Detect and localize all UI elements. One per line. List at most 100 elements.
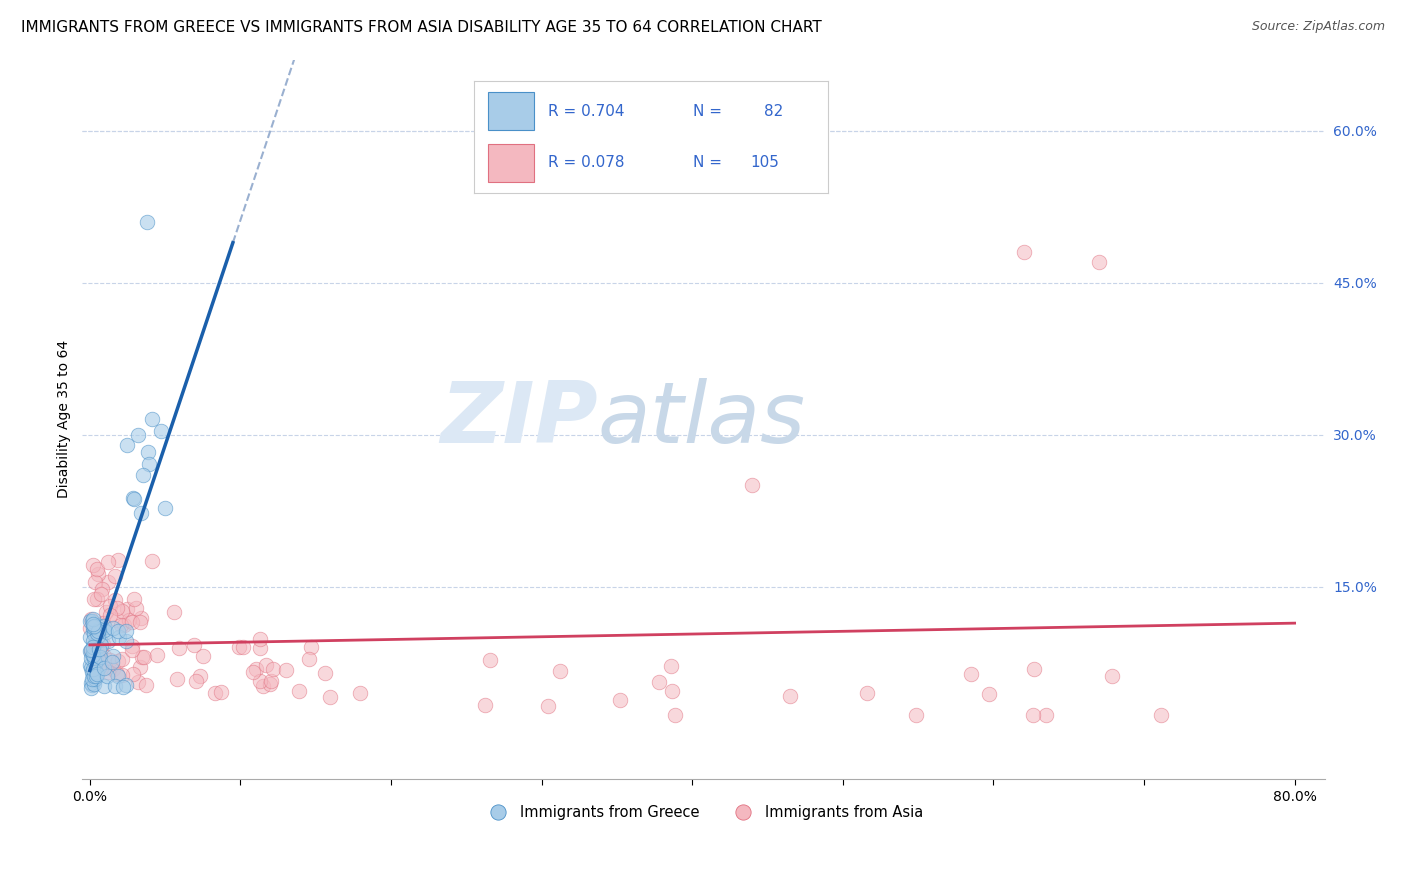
Point [107, 669, 129, 683]
Point [87, 624, 110, 639]
Point [661, 684, 683, 698]
Point [150, 424, 173, 438]
Point [79, 630, 101, 644]
Point [86, 645, 108, 659]
Point [82, 612, 104, 626]
Point [82, 669, 104, 683]
Point [86, 623, 108, 637]
Point [104, 679, 127, 693]
Text: ZIP: ZIP [440, 378, 598, 461]
Point [82, 616, 104, 631]
Point [105, 613, 128, 627]
Point [129, 611, 152, 625]
Point [122, 491, 145, 505]
Point [80, 661, 103, 675]
Point [105, 601, 128, 615]
Point [105, 667, 128, 681]
Point [96, 669, 118, 683]
Point [97, 555, 120, 569]
Point [274, 663, 297, 677]
Point [97, 665, 120, 679]
Point [110, 617, 132, 632]
Point [80, 648, 103, 663]
Point [97, 575, 120, 590]
Point [83, 639, 105, 653]
Point [87, 659, 110, 673]
Point [84, 664, 107, 678]
Point [121, 615, 143, 629]
Point [90, 638, 112, 652]
Point [548, 664, 571, 678]
Point [129, 660, 152, 674]
Point [1022, 707, 1045, 722]
Point [474, 698, 496, 713]
Point [131, 650, 153, 665]
Point [80, 681, 103, 695]
Point [93, 661, 115, 675]
Point [121, 642, 143, 657]
Point [905, 708, 928, 723]
Point [91, 615, 114, 630]
Point [84, 575, 107, 590]
Point [191, 648, 214, 663]
Point [259, 676, 281, 690]
Point [90, 587, 112, 601]
Point [87, 662, 110, 676]
Point [84, 672, 107, 686]
Point [107, 624, 129, 638]
Point [80, 614, 103, 628]
Point [132, 468, 155, 483]
Point [94, 624, 117, 639]
Point [960, 666, 983, 681]
Point [1035, 707, 1057, 722]
Point [80, 643, 103, 657]
Point [186, 673, 208, 688]
Point [1150, 708, 1173, 723]
Point [91, 582, 114, 596]
Point [115, 633, 138, 648]
Point [86, 651, 108, 665]
Point [262, 662, 284, 676]
Point [93, 649, 115, 664]
Point [82, 558, 104, 572]
Point [977, 687, 1000, 701]
Point [167, 640, 190, 655]
Point [79, 621, 101, 635]
Point [79, 650, 101, 665]
Point [107, 630, 129, 644]
Point [111, 681, 134, 695]
Point [288, 684, 311, 698]
Point [141, 412, 163, 426]
Point [82, 648, 104, 662]
Point [82, 662, 104, 676]
Point [104, 569, 127, 583]
Point [104, 593, 127, 607]
Point [82, 642, 104, 657]
Point [204, 685, 226, 699]
Point [112, 618, 135, 632]
Point [93, 624, 115, 638]
Point [101, 649, 124, 664]
Point [127, 675, 149, 690]
Point [129, 615, 152, 629]
Point [94, 605, 117, 619]
Point [114, 678, 136, 692]
Point [107, 552, 129, 566]
Point [741, 478, 763, 492]
Point [249, 632, 271, 647]
Point [141, 554, 163, 568]
Point [856, 686, 879, 700]
Point [90, 661, 112, 675]
Point [135, 678, 157, 692]
Point [1088, 255, 1111, 269]
Point [84, 669, 107, 683]
Point [260, 674, 283, 689]
Point [82, 634, 104, 648]
Point [93, 619, 115, 633]
Point [115, 602, 138, 616]
Point [87, 622, 110, 636]
Point [100, 656, 122, 670]
Point [93, 679, 115, 693]
Point [245, 662, 267, 676]
Point [479, 653, 502, 667]
